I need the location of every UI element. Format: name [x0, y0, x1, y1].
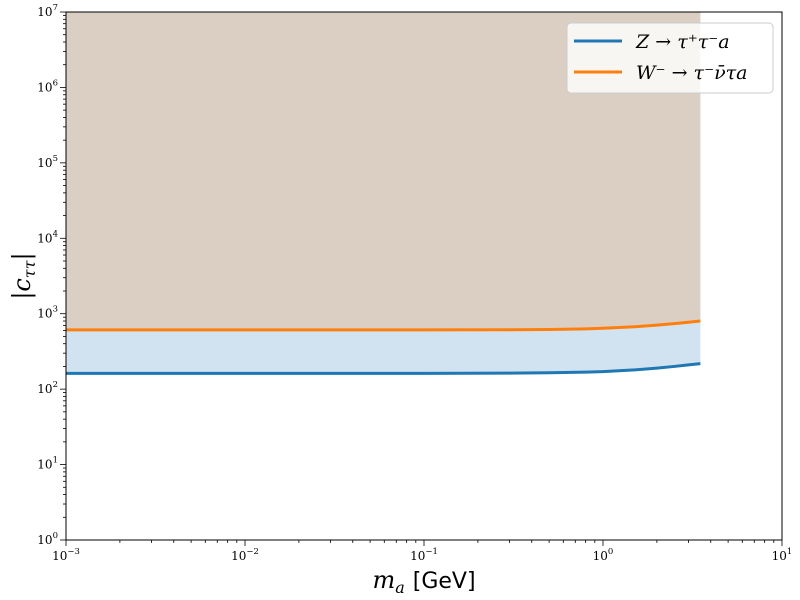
x-axis-label: ma [GeV] — [372, 566, 475, 597]
y-tick-label: 102 — [37, 380, 58, 396]
x-tick-label: 10−3 — [52, 547, 80, 563]
y-tick-label: 104 — [37, 229, 58, 245]
x-tick-label: 100 — [593, 547, 614, 563]
legend-label: W⁻ → τ⁻ν̄τa — [636, 62, 748, 84]
x-tick-label: 101 — [772, 547, 793, 563]
plot-frame — [65, 11, 783, 541]
series-line-z — [66, 362, 701, 375]
plot-area — [66, 12, 701, 375]
y-axis-label: |cττ| — [8, 252, 39, 299]
y-tick-label: 103 — [37, 305, 58, 321]
x-tick-label: 10−2 — [231, 547, 259, 563]
y-tick-label: 106 — [37, 78, 58, 94]
series-line-w — [66, 319, 701, 332]
excluded-region-w — [66, 12, 701, 330]
y-tick-label: 107 — [37, 3, 58, 19]
y-tick-label: 101 — [37, 456, 58, 472]
excluded-region-z — [66, 321, 701, 374]
legend: Z → τ⁺τ⁻a W⁻ → τ⁻ν̄τa — [566, 22, 774, 94]
y-tick-label: 100 — [37, 531, 58, 547]
y-tick-label: 105 — [37, 154, 58, 170]
legend-label: Z → τ⁺τ⁻a — [635, 31, 730, 53]
tick-labels: 10−3 10−2 10−1 100 101 100 101 102 103 104 105 106 1… — [37, 3, 792, 563]
x-tick-label: 10−1 — [410, 547, 438, 563]
